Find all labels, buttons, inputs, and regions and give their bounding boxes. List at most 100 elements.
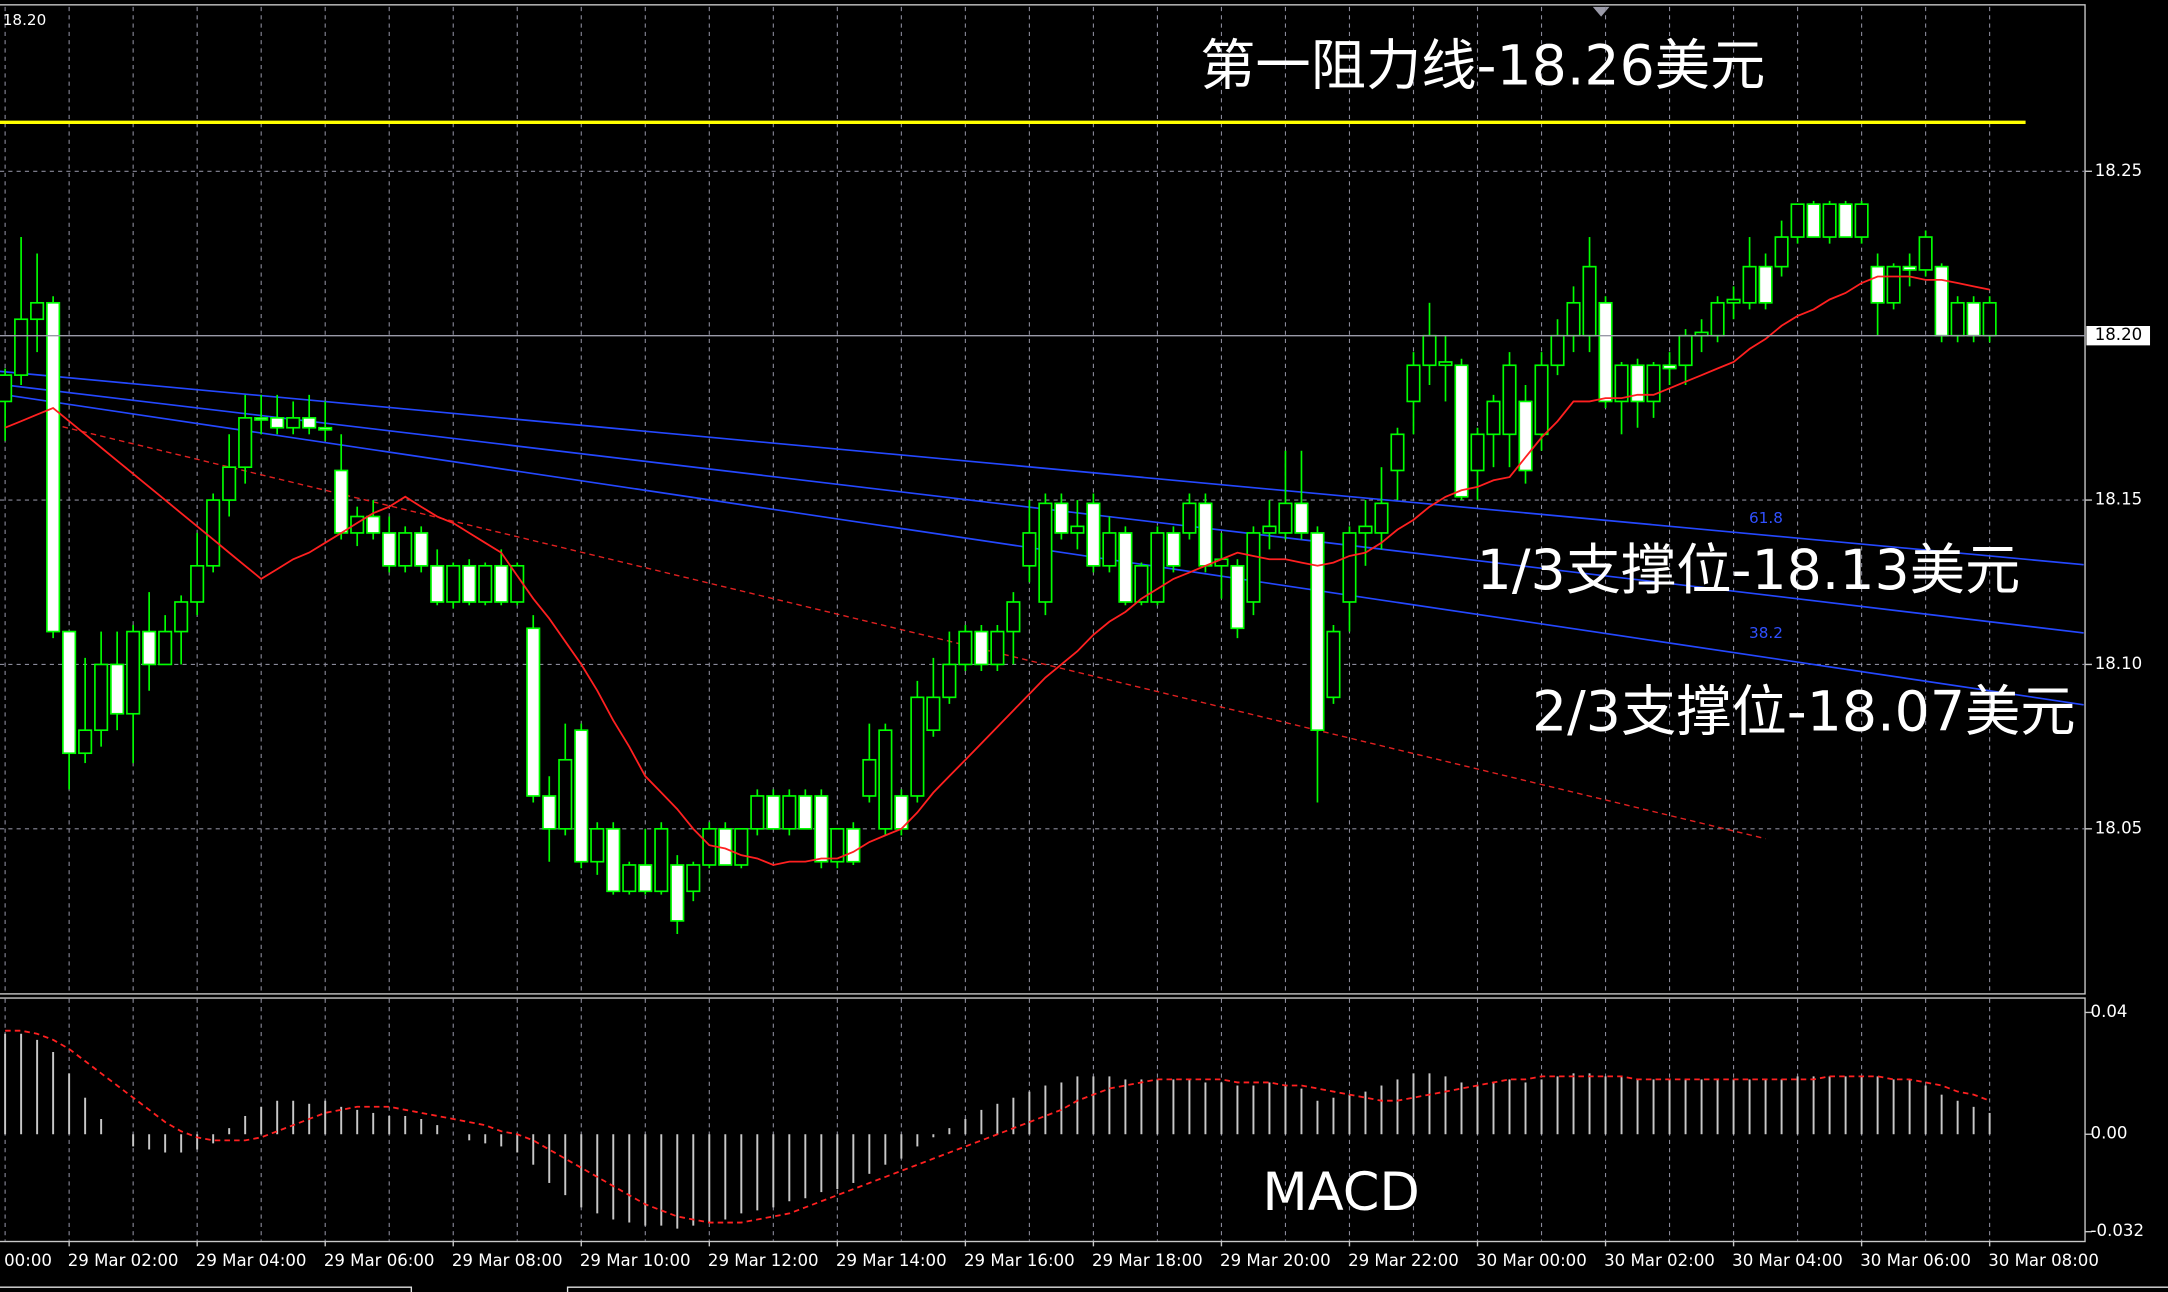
candle-body <box>1966 301 1981 337</box>
candle-body <box>142 630 157 666</box>
fib-label: 61.8 <box>1749 509 1783 527</box>
candle-body <box>1022 532 1037 567</box>
y-tick-label: 18.15 <box>2095 490 2142 509</box>
candle-body <box>1406 364 1421 403</box>
candle-body <box>174 601 189 633</box>
candle-body <box>606 827 621 893</box>
y-tick-label: 18.25 <box>2095 161 2142 180</box>
candle-body <box>110 663 125 715</box>
candle-body <box>862 758 877 797</box>
candle-body <box>382 532 397 567</box>
candle-body <box>990 630 1005 666</box>
candle-body <box>62 630 77 755</box>
candle-body <box>158 630 173 666</box>
bid-label: 18.20 <box>2095 325 2142 344</box>
candle-body <box>1262 525 1277 534</box>
candle-body <box>750 795 765 830</box>
candle-body <box>1326 630 1341 699</box>
candle-body <box>926 696 941 732</box>
candle-body <box>206 499 221 567</box>
candle-body <box>1582 265 1597 337</box>
candle-body <box>1358 525 1373 534</box>
candle-body <box>1934 265 1949 337</box>
candle-body <box>430 564 445 603</box>
candle-body <box>1726 298 1741 304</box>
candle-body <box>1774 236 1789 268</box>
candle-body <box>974 630 989 666</box>
x-tick-label: 30 Mar 02:00 <box>1604 1251 1715 1270</box>
candle-body <box>1310 532 1325 732</box>
x-tick-label: 29 Mar 14:00 <box>836 1251 947 1270</box>
candle-body <box>1390 433 1405 472</box>
candle-body <box>1278 502 1293 534</box>
candle-body <box>1230 564 1245 630</box>
candle-body <box>574 729 589 863</box>
y-tick-label: 18.10 <box>2095 654 2142 673</box>
x-tick-label: 30 Mar 00:00 <box>1476 1251 1587 1270</box>
candle-body <box>1566 301 1581 337</box>
candle-body <box>302 417 317 429</box>
candle-body <box>1662 364 1677 370</box>
candle-body <box>686 864 701 893</box>
candle-body <box>1342 532 1357 603</box>
candle-body <box>1502 364 1517 436</box>
candle-body <box>1102 532 1117 567</box>
candle-body <box>1758 265 1773 304</box>
candle-body <box>318 426 333 431</box>
candle-body <box>1166 532 1181 567</box>
candle-body <box>654 827 669 893</box>
tab-outline <box>0 1286 2168 1292</box>
candle-body <box>1854 203 1869 238</box>
macd-title: MACD <box>1262 1162 1419 1223</box>
fib-label: 38.2 <box>1749 624 1783 642</box>
candle-body <box>1070 525 1085 534</box>
candle-body <box>398 532 413 567</box>
candle-body <box>734 827 749 866</box>
candle-body <box>1150 532 1165 603</box>
candle-body <box>814 795 829 863</box>
candle-body <box>494 564 509 603</box>
x-tick-label: 30 Mar 08:00 <box>1988 1251 2099 1270</box>
candle-body <box>1374 502 1389 534</box>
candle-body <box>1678 334 1693 367</box>
candle-body <box>94 663 109 732</box>
candle-body <box>1534 364 1549 436</box>
annotation: 第一阻力线-18.26美元 <box>1200 34 1765 98</box>
candle-body <box>542 795 557 830</box>
candle-body <box>238 417 253 469</box>
x-tick-label: 29 Mar 16:00 <box>964 1251 1075 1270</box>
x-tick-label: 29 Mar 20:00 <box>1220 1251 1331 1270</box>
candle-body <box>254 417 269 421</box>
candle-body <box>1422 334 1437 367</box>
candle-body <box>846 827 861 863</box>
candle-body <box>270 417 285 429</box>
candle-body <box>1518 400 1533 472</box>
bid-box <box>2086 325 2151 346</box>
candle-body <box>1614 364 1629 403</box>
candle-body <box>126 630 141 715</box>
candle-body <box>1038 502 1053 603</box>
candle-body <box>1630 364 1645 403</box>
candle-body <box>1486 400 1501 436</box>
candle-body <box>1006 601 1021 633</box>
candle-body <box>478 564 493 603</box>
candle-body <box>30 301 45 321</box>
corner-label: 18.20 <box>3 11 47 29</box>
candle-body <box>1806 203 1821 238</box>
candle-body <box>1742 265 1757 304</box>
candle-body <box>1054 502 1069 534</box>
candle-body <box>622 864 637 893</box>
plot-layer: 61.8 38.2 <box>0 120 2084 935</box>
candle-body <box>1870 265 1885 304</box>
macd-panel-border <box>0 997 2086 1243</box>
candle-body <box>190 564 205 603</box>
candle-body <box>446 564 461 603</box>
candle-body <box>414 532 429 567</box>
candle-body <box>558 758 573 830</box>
candle-body <box>830 827 845 863</box>
candle-body <box>0 374 13 403</box>
x-tick-label: 29 Mar 10:00 <box>580 1251 691 1270</box>
candle-body <box>78 729 93 755</box>
